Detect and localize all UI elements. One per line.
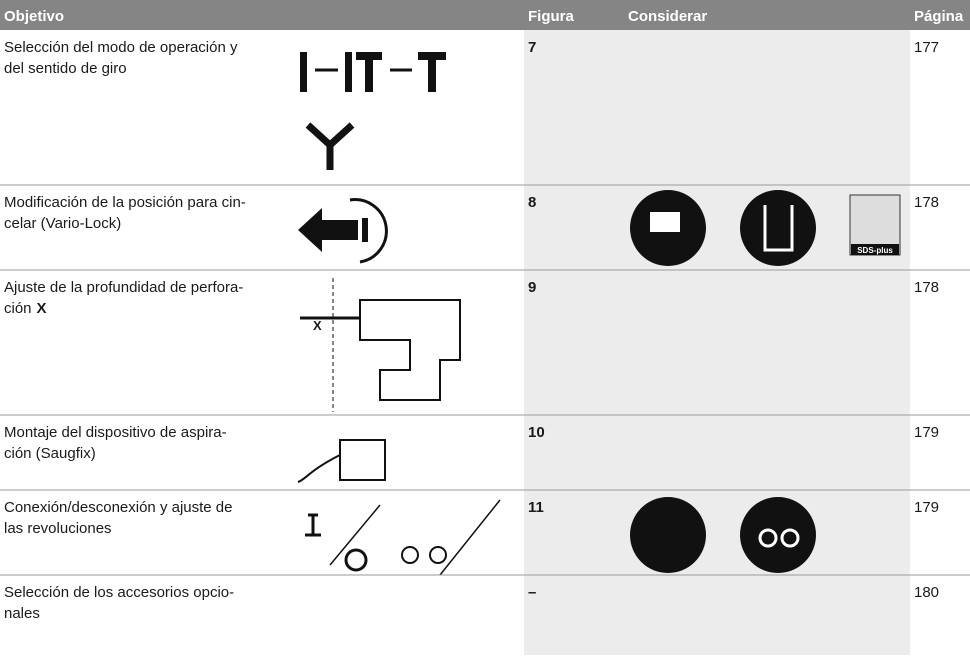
objective-text: celar (Vario-Lock) bbox=[4, 215, 121, 232]
figure-number: 9 bbox=[528, 279, 536, 296]
icon-label: X bbox=[313, 318, 322, 333]
objective-text: las revoluciones bbox=[4, 520, 112, 537]
objective-text: ción bbox=[4, 300, 32, 317]
figure-number: 11 bbox=[528, 499, 544, 516]
column-header: Página bbox=[914, 8, 964, 25]
page-number: 179 bbox=[914, 499, 939, 516]
page-number: 178 bbox=[914, 279, 939, 296]
page-number: 179 bbox=[914, 424, 939, 441]
objective-text: Selección de los accesorios opcio- bbox=[4, 584, 234, 601]
page-number: 177 bbox=[914, 39, 939, 56]
column-header: Objetivo bbox=[4, 8, 64, 25]
objective-text: Modificación de la posición para cin- bbox=[4, 194, 246, 211]
objective-text: Conexión/desconexión y ajuste de bbox=[4, 499, 233, 516]
objective-text: Ajuste de la profundidad de perfora- bbox=[4, 279, 243, 296]
figure-number: 7 bbox=[528, 39, 536, 56]
icon-label: SDS-plus bbox=[857, 246, 893, 255]
column-header: Considerar bbox=[628, 8, 707, 25]
objective-text: nales bbox=[4, 605, 40, 622]
figure-number: – bbox=[528, 584, 536, 601]
objective-emphasis: X bbox=[37, 300, 47, 317]
column-header: Figura bbox=[528, 8, 574, 25]
shaded-column bbox=[524, 30, 910, 655]
figure-number: 10 bbox=[528, 424, 545, 441]
page-number: 178 bbox=[914, 194, 939, 211]
header-bar bbox=[0, 0, 970, 30]
objective-text: ción (Saugfix) bbox=[4, 445, 96, 462]
icons bbox=[297, 52, 901, 576]
page-number: 180 bbox=[914, 584, 939, 601]
figure-number: 8 bbox=[528, 194, 536, 211]
objective-text: Montaje del dispositivo de aspira- bbox=[4, 424, 227, 441]
objective-text: Selección del modo de operación y bbox=[4, 39, 238, 56]
objective-text: del sentido de giro bbox=[4, 60, 127, 77]
